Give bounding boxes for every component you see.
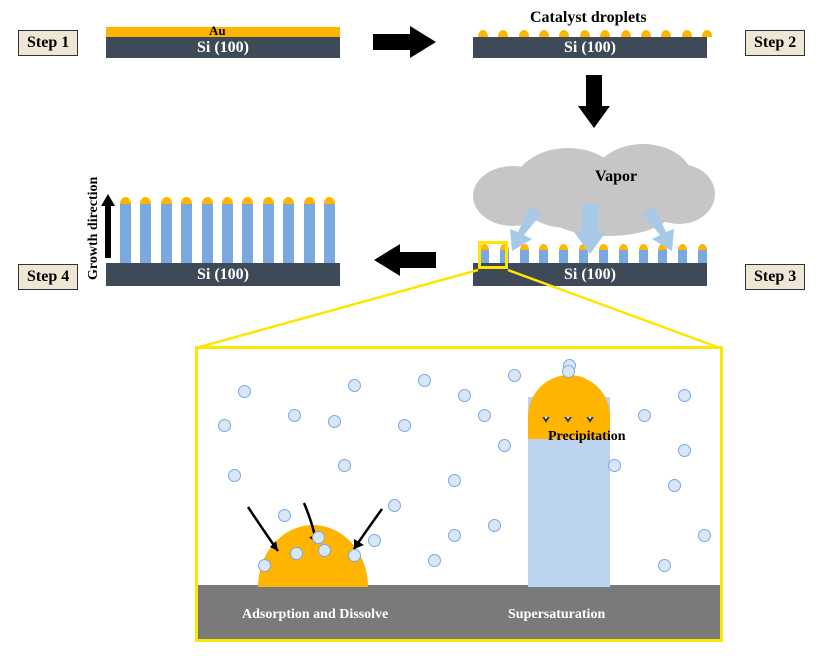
vapor-particle	[448, 474, 461, 487]
vapor-particle	[398, 419, 411, 432]
short-nanowire	[698, 250, 707, 263]
tall-nanowire	[324, 203, 335, 263]
arrow-1-2	[370, 22, 440, 62]
precip-label: Precipitation	[548, 429, 626, 445]
tall-nanowire	[120, 203, 131, 263]
vapor-particle	[288, 409, 301, 422]
catalyst-droplet	[478, 30, 488, 37]
tall-nanowire	[263, 203, 274, 263]
vapor-particle	[658, 559, 671, 572]
arrow-2-3	[574, 72, 614, 132]
adsorb-label: Adsorption and Dissolve	[242, 607, 388, 623]
catalyst-droplet	[519, 30, 529, 37]
vapor-particle	[458, 389, 471, 402]
vapor-particle	[508, 369, 521, 382]
tall-nanowire	[222, 203, 233, 263]
vapor-particle	[698, 529, 711, 542]
vapor-particle	[678, 444, 691, 457]
vapor-particle	[428, 554, 441, 567]
catalyst-droplet	[641, 30, 651, 37]
callout-box	[478, 241, 508, 269]
tall-nanowire	[242, 203, 253, 263]
vapor-particle	[218, 419, 231, 432]
step1-substrate-label: Si (100)	[197, 39, 249, 57]
wire-cap-icon	[202, 197, 213, 204]
catalyst-droplet	[621, 30, 631, 37]
catalyst-droplet	[498, 30, 508, 37]
vapor-particle	[608, 459, 621, 472]
vapor-particle	[638, 409, 651, 422]
step3-label: Step 3	[745, 264, 805, 290]
wire-cap-icon	[120, 197, 131, 204]
step2-label: Step 2	[745, 30, 805, 56]
wire-cap-icon	[324, 197, 335, 204]
catalyst-droplet	[682, 30, 692, 37]
short-nanowire	[619, 250, 628, 263]
wire-cap-icon	[161, 197, 172, 204]
wire-cap-icon	[304, 197, 315, 204]
detail-panel: Precipitation Adsorption and Dissolve Su…	[195, 346, 723, 642]
wire-cap-icon	[222, 197, 233, 204]
wire-cap-icon	[242, 197, 253, 204]
vapor-particle	[498, 439, 511, 452]
wire-cap-icon	[140, 197, 151, 204]
step1-substrate: Si (100)	[106, 37, 340, 58]
wire-cap-icon	[698, 244, 707, 250]
vapor-particle	[348, 379, 361, 392]
tall-nanowire	[161, 203, 172, 263]
vapor-particle	[338, 459, 351, 472]
vapor-particle	[238, 385, 251, 398]
catalyst-droplet	[661, 30, 671, 37]
vapor-arrow-right	[640, 205, 685, 255]
step1-label: Step 1	[18, 30, 78, 56]
short-nanowire	[559, 250, 568, 263]
vapor-particle	[478, 409, 491, 422]
growth-dir-label: Growth direction	[86, 177, 102, 280]
tall-nanowire	[304, 203, 315, 263]
catalyst-droplet	[539, 30, 549, 37]
vapor-particle	[448, 529, 461, 542]
tall-nanowire	[181, 203, 192, 263]
vapor-particle	[418, 374, 431, 387]
wire-cap-icon	[283, 197, 294, 204]
adsorbed-particle	[312, 531, 325, 544]
tall-nanowire	[140, 203, 151, 263]
cap-particle	[562, 365, 575, 378]
step2-substrate: Si (100)	[473, 37, 707, 58]
callout-lines	[190, 268, 730, 358]
tall-nanowire	[283, 203, 294, 263]
step4-label: Step 4	[18, 264, 78, 290]
catalyst-droplet	[702, 30, 712, 37]
vapor-particle	[328, 415, 341, 428]
wire-cap-icon	[559, 244, 568, 250]
adsorbed-particle	[348, 549, 361, 562]
adsorbed-particle	[290, 547, 303, 560]
wire-cap-icon	[619, 244, 628, 250]
step2-substrate-label: Si (100)	[564, 39, 616, 57]
vapor-arrow-mid	[570, 202, 610, 258]
vapor-particle	[228, 469, 241, 482]
wire-cap-icon	[263, 197, 274, 204]
catalyst-droplet	[600, 30, 610, 37]
big-wire-cap	[528, 375, 610, 417]
supersat-label: Supersaturation	[508, 607, 605, 623]
tall-nanowire	[202, 203, 213, 263]
catalyst-droplets-title: Catalyst droplets	[530, 9, 647, 27]
catalyst-droplet	[580, 30, 590, 37]
vapor-particle	[678, 389, 691, 402]
wire-cap-icon	[181, 197, 192, 204]
vapor-particle	[488, 519, 501, 532]
catalyst-droplet	[559, 30, 569, 37]
vapor-particle	[668, 479, 681, 492]
vapor-label: Vapor	[595, 168, 637, 186]
